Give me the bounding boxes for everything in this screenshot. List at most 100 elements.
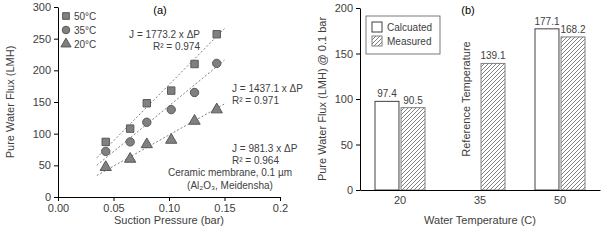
legend-marker [61,38,71,47]
data-point [143,118,151,126]
trend-line [97,29,225,158]
data-point [102,147,110,155]
annotation: (Al₂O₃, Meidensha) [187,180,273,191]
tick-mark [356,54,360,55]
annotation: Reference Temperature [460,41,472,156]
tick-mark [58,197,59,201]
tick-mark [169,197,170,201]
tick: 0.05 [103,197,124,214]
tick-label: 300 [33,1,51,13]
tick-mark [356,8,360,9]
bar [375,101,399,190]
tick-mark [114,197,115,201]
tick-mark [356,145,360,146]
data-point [125,152,136,162]
tick-label: 100 [33,128,51,140]
tick-label: 50 [39,159,51,171]
data-label: 177.1 [534,16,559,27]
tick-mark [356,99,360,100]
y-axis-line [360,9,361,191]
data-point [190,88,198,96]
tick: 0.2 [273,197,288,214]
legend-swatch [372,22,382,32]
tick-label: 100 [335,93,353,105]
legend-label: Calcuated [387,22,432,33]
trend-line [97,104,225,176]
tick: 0 [45,191,58,203]
legend-swatch [372,36,382,46]
r2-label: R² = 0.974 [153,41,200,52]
fit-label: J = 1437.1 x ΔP [232,83,303,94]
tick-label: 0.15 [214,202,235,214]
tick-mark [54,39,58,40]
data-point [211,103,222,113]
legend-label: 20°C [74,39,96,50]
data-point [126,125,133,132]
tick: 50 [554,190,566,206]
data-point [167,105,175,113]
y-axis: 0 50 100 150 200 250 300 [33,1,59,203]
legend-label: 35°C [74,25,96,36]
x-axis: 0.00 0.05 0.10 0.15 0.2 [48,197,288,214]
annotation: Ceramic membrane, 0.1 µm [168,167,292,178]
x-axis: 20 35 50 [361,190,601,206]
legend-label: Measured [387,36,431,47]
tick-label: 0.10 [159,202,180,214]
data-point [213,31,220,38]
tick: 0.15 [214,197,235,214]
x-axis-title: Water Temperature (C) [424,214,536,226]
data-point [102,138,109,145]
tick-mark [54,165,58,166]
tick: 300 [33,1,58,13]
data-point [126,138,134,146]
tick: 35 [474,190,486,206]
tick-label: 0.00 [48,202,69,214]
tick-label: 35 [474,194,486,206]
tick-label: 0 [347,184,353,196]
tick: 0 [347,184,360,196]
tick: 150 [33,96,58,108]
tick-mark [54,102,58,103]
tick-label: 0.05 [103,202,124,214]
y-axis: 0 50 100 150 200 [335,2,361,196]
fit-label: J = 1773.2 x ΔP [129,29,200,40]
tick-mark [280,197,281,201]
tick: 100 [335,93,360,105]
r2-label: R² = 0.971 [232,95,279,106]
panel-title: (a) [153,4,166,16]
tick: 150 [335,48,360,60]
data-point [213,59,221,67]
tick-label: 0 [45,191,51,203]
tick-label: 20 [394,194,406,206]
tick-label: 150 [33,96,51,108]
plot-marks [97,29,225,176]
x-axis-title: Suction Pressure (bar) [114,214,224,226]
legend: 50°C 35°C 20°C [61,11,96,50]
tick-mark [356,190,360,191]
tick-label: 250 [33,33,51,45]
tick-mark [225,197,226,201]
r2-label: R² = 0.964 [232,155,279,166]
tick-label: 200 [33,64,51,76]
data-label: 97.4 [377,88,397,99]
legend-box [366,16,440,54]
tick-label: 50 [341,139,353,151]
bar [535,29,559,190]
tick-mark [54,7,58,8]
tick-mark [54,197,58,198]
data-label: 168.2 [561,24,586,35]
tick-mark [54,70,58,71]
data-point [141,138,152,148]
tick-label: 50 [554,194,566,206]
fit-label: J = 981.3 x ΔP [232,143,298,154]
y-axis-title: Pure Water Flux (LMH) @ 0.1 bar [316,17,328,182]
data-label: 139.1 [481,50,506,61]
bar [561,37,585,190]
legend-label: 50°C [74,11,96,22]
trend-line [97,60,225,165]
panel-b: 20355005010015020097.4177.190.5139.1168.… [316,2,601,226]
tick: 250 [33,33,58,45]
panel-title: (b) [461,4,474,16]
legend-marker [62,26,70,34]
tick-label: 200 [335,2,353,14]
